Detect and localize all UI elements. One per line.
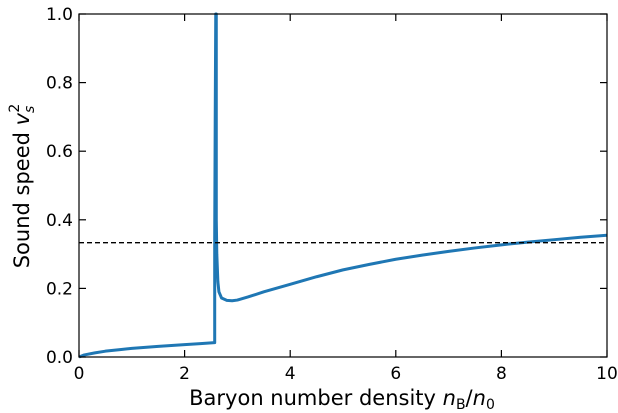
y-tick-label: 0.0 (46, 348, 73, 368)
x-tick-label: 6 (390, 364, 401, 384)
y-tick-label: 0.8 (46, 74, 73, 94)
y-tick-label: 0.2 (46, 279, 73, 299)
plot-area (78, 12, 608, 359)
y-tick-label: 1.0 (46, 5, 73, 25)
x-tick-label: 4 (285, 364, 296, 384)
y-tick-label: 0.6 (46, 142, 73, 162)
x-tick-label: 0 (74, 364, 85, 384)
x-tick-label: 8 (496, 364, 507, 384)
x-tick-label: 10 (596, 364, 618, 384)
ticks: 0 2 4 6 8 10 0.0 0.2 0.4 0.6 0.8 1.0 (46, 5, 618, 384)
x-axis-label: Baryon number density nB/n0 (189, 386, 495, 413)
y-tick-label: 0.4 (46, 211, 73, 231)
plot-frame (78, 13, 608, 358)
y-axis-label: Sound speed vs2 (7, 104, 38, 269)
x-tick-label: 2 (179, 364, 190, 384)
sound-speed-line (78, 12, 608, 359)
